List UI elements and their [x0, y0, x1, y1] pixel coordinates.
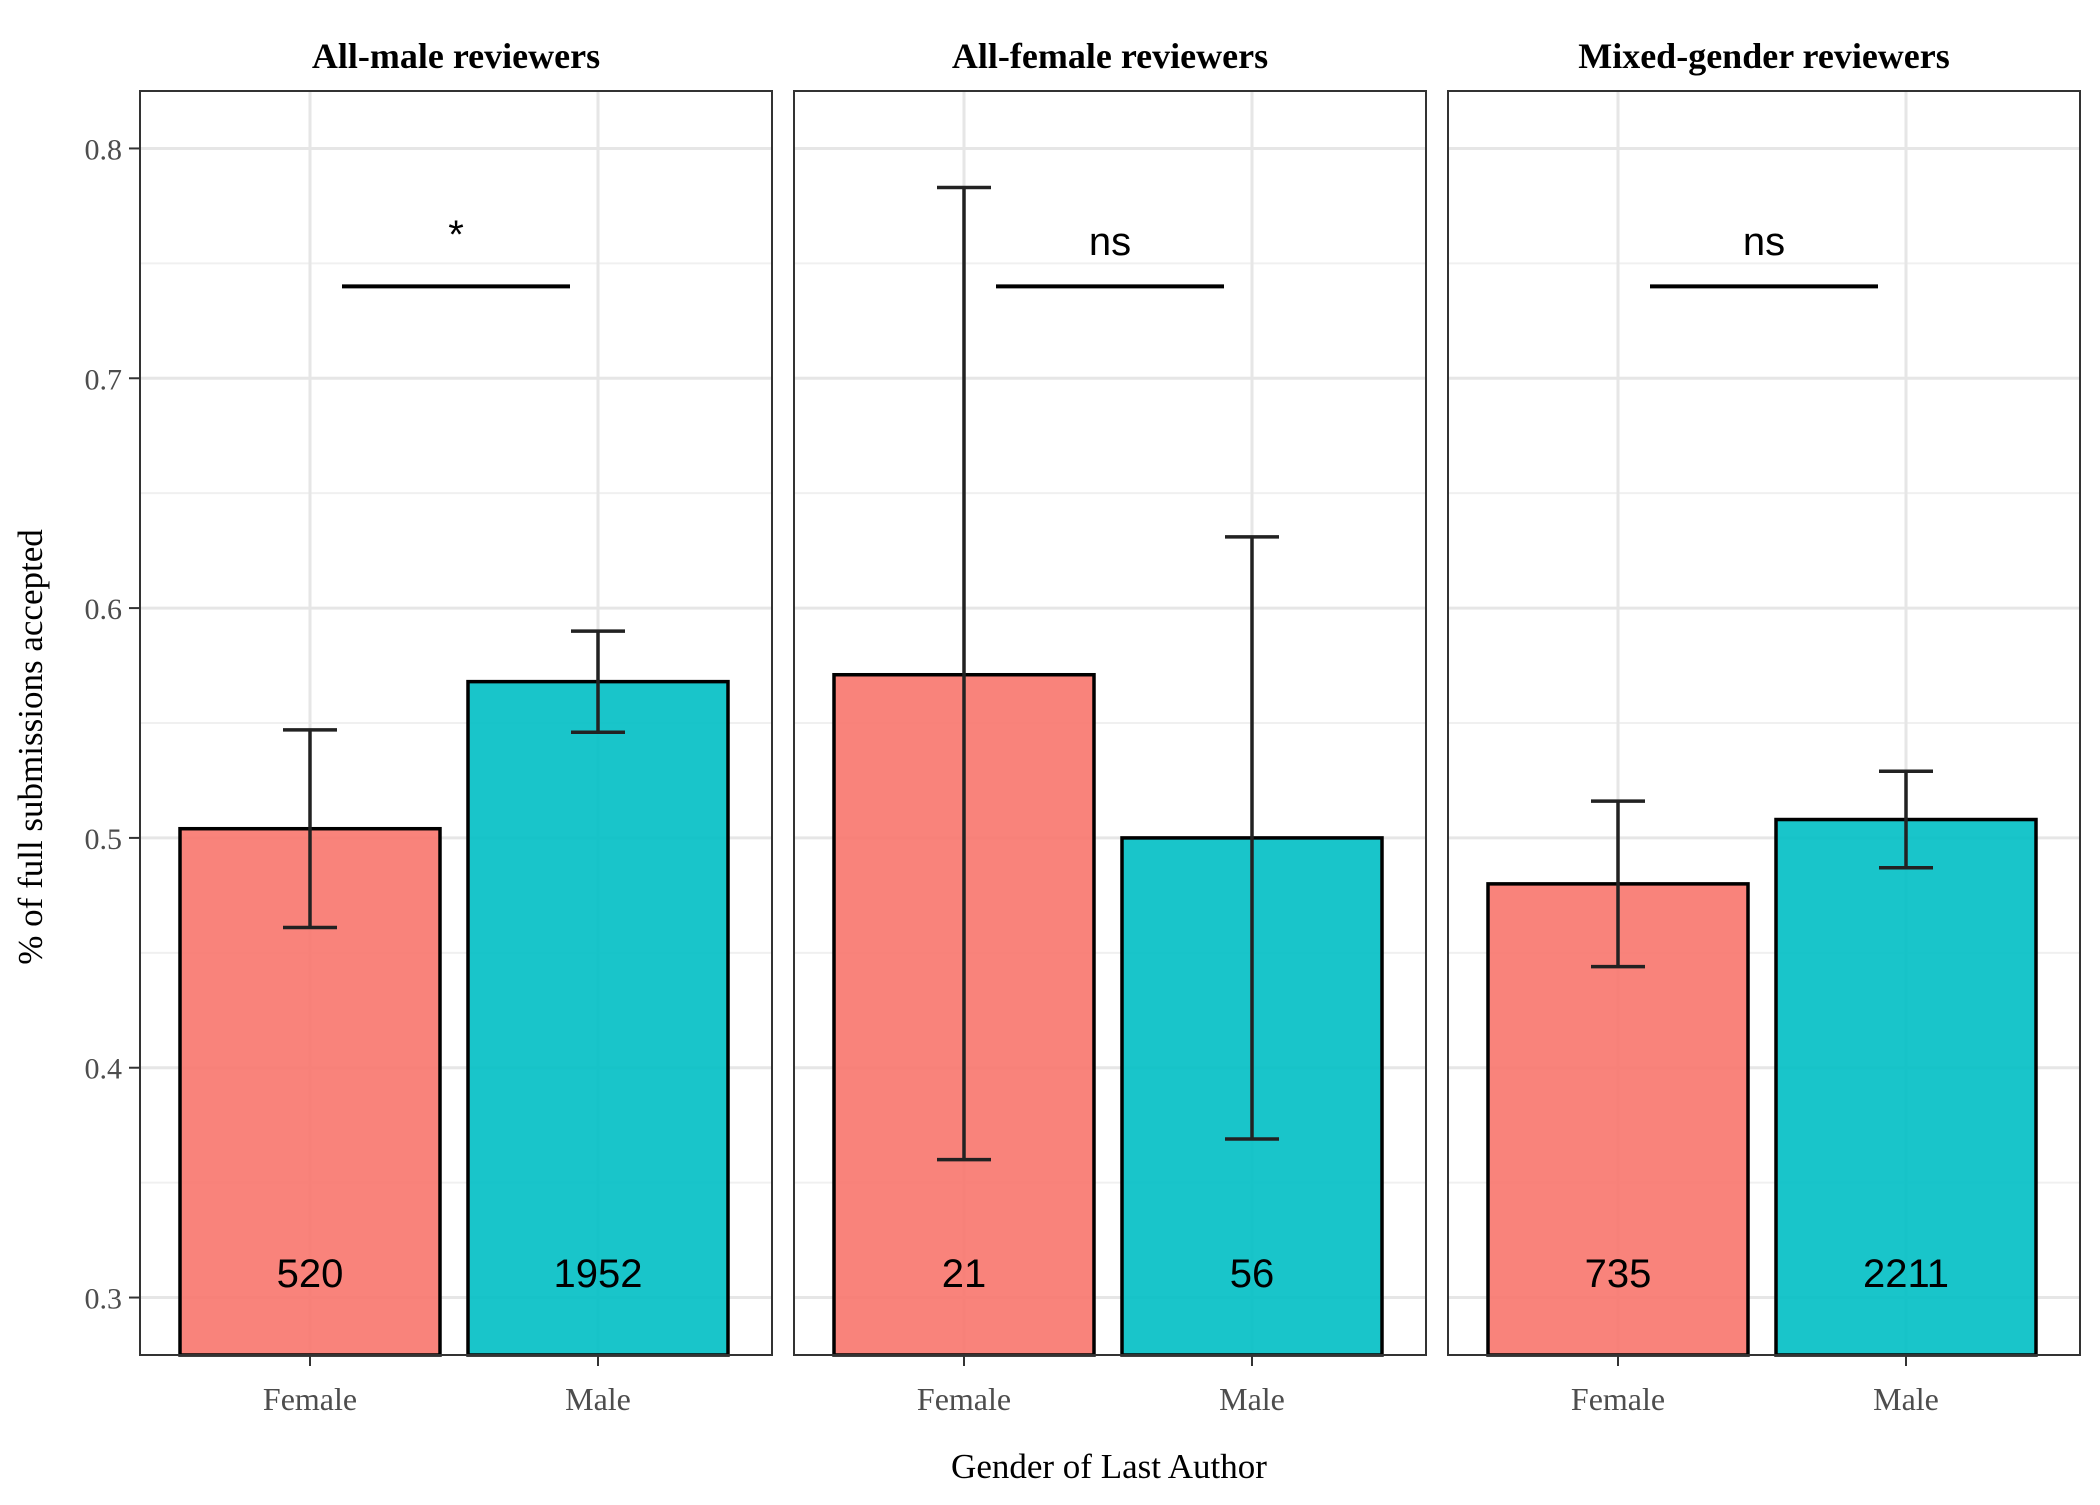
- bar-count-label: 2211: [1863, 1252, 1949, 1296]
- x-tick-label: Male: [1219, 1381, 1285, 1417]
- bar-count-label: 56: [1230, 1252, 1275, 1296]
- bar-count-label: 520: [277, 1252, 344, 1296]
- bar-male: [1774, 817, 2038, 1357]
- error-bar: [283, 728, 337, 930]
- significance-label: *: [448, 213, 464, 257]
- x-tick-label: Female: [263, 1381, 357, 1417]
- x-tick-label: Male: [1873, 1381, 1939, 1417]
- bar-count-label: 735: [1585, 1252, 1652, 1296]
- bar-count-label: 1952: [554, 1252, 643, 1296]
- panel-2: 21 56 ns All-female reviewers Female Male: [793, 36, 1427, 1417]
- y-tick-label: 0.3: [85, 1283, 123, 1316]
- x-tick-label: Female: [1571, 1381, 1665, 1417]
- y-tick-label: 0.8: [85, 133, 123, 166]
- y-tick-label: 0.5: [85, 823, 123, 856]
- y-axis-title: % of full submissions accepted: [11, 529, 50, 965]
- panel-3: 735 2211 ns Mixed-gender reviewers Female Mal…: [1447, 36, 2081, 1417]
- error-bar: [1225, 535, 1279, 1141]
- y-tick-label: 0.7: [85, 363, 123, 396]
- y-tick-label: 0.4: [85, 1053, 123, 1086]
- error-bar: [1591, 799, 1645, 969]
- panel-border: [793, 90, 1427, 1356]
- bar-count-label: 21: [942, 1252, 987, 1296]
- error-bar: [1879, 769, 1933, 870]
- x-tick-label: Male: [565, 1381, 631, 1417]
- error-bar: [571, 629, 625, 734]
- panel-title: All-female reviewers: [952, 36, 1268, 76]
- y-tick-label: 0.6: [85, 593, 123, 626]
- y-axis: 0.3 0.4 0.5 0.6 0.7 0.8: [85, 133, 140, 1316]
- significance-label: ns: [1089, 220, 1131, 264]
- panel-border: [1447, 90, 2081, 1356]
- x-tick-label: Female: [917, 1381, 1011, 1417]
- x-axis-title: Gender of Last Author: [951, 1447, 1267, 1486]
- panel-border: [139, 90, 773, 1356]
- panel-title: Mixed-gender reviewers: [1578, 36, 1950, 76]
- significance-label: ns: [1743, 220, 1785, 264]
- panel-title: All-male reviewers: [312, 36, 600, 76]
- panel-1: 520 1952 * All-male reviewers Female Male: [139, 36, 773, 1417]
- error-bar: [937, 185, 991, 1162]
- panels-layer: 520 1952 * All-male reviewers Female Male 21 56…: [139, 36, 2081, 1417]
